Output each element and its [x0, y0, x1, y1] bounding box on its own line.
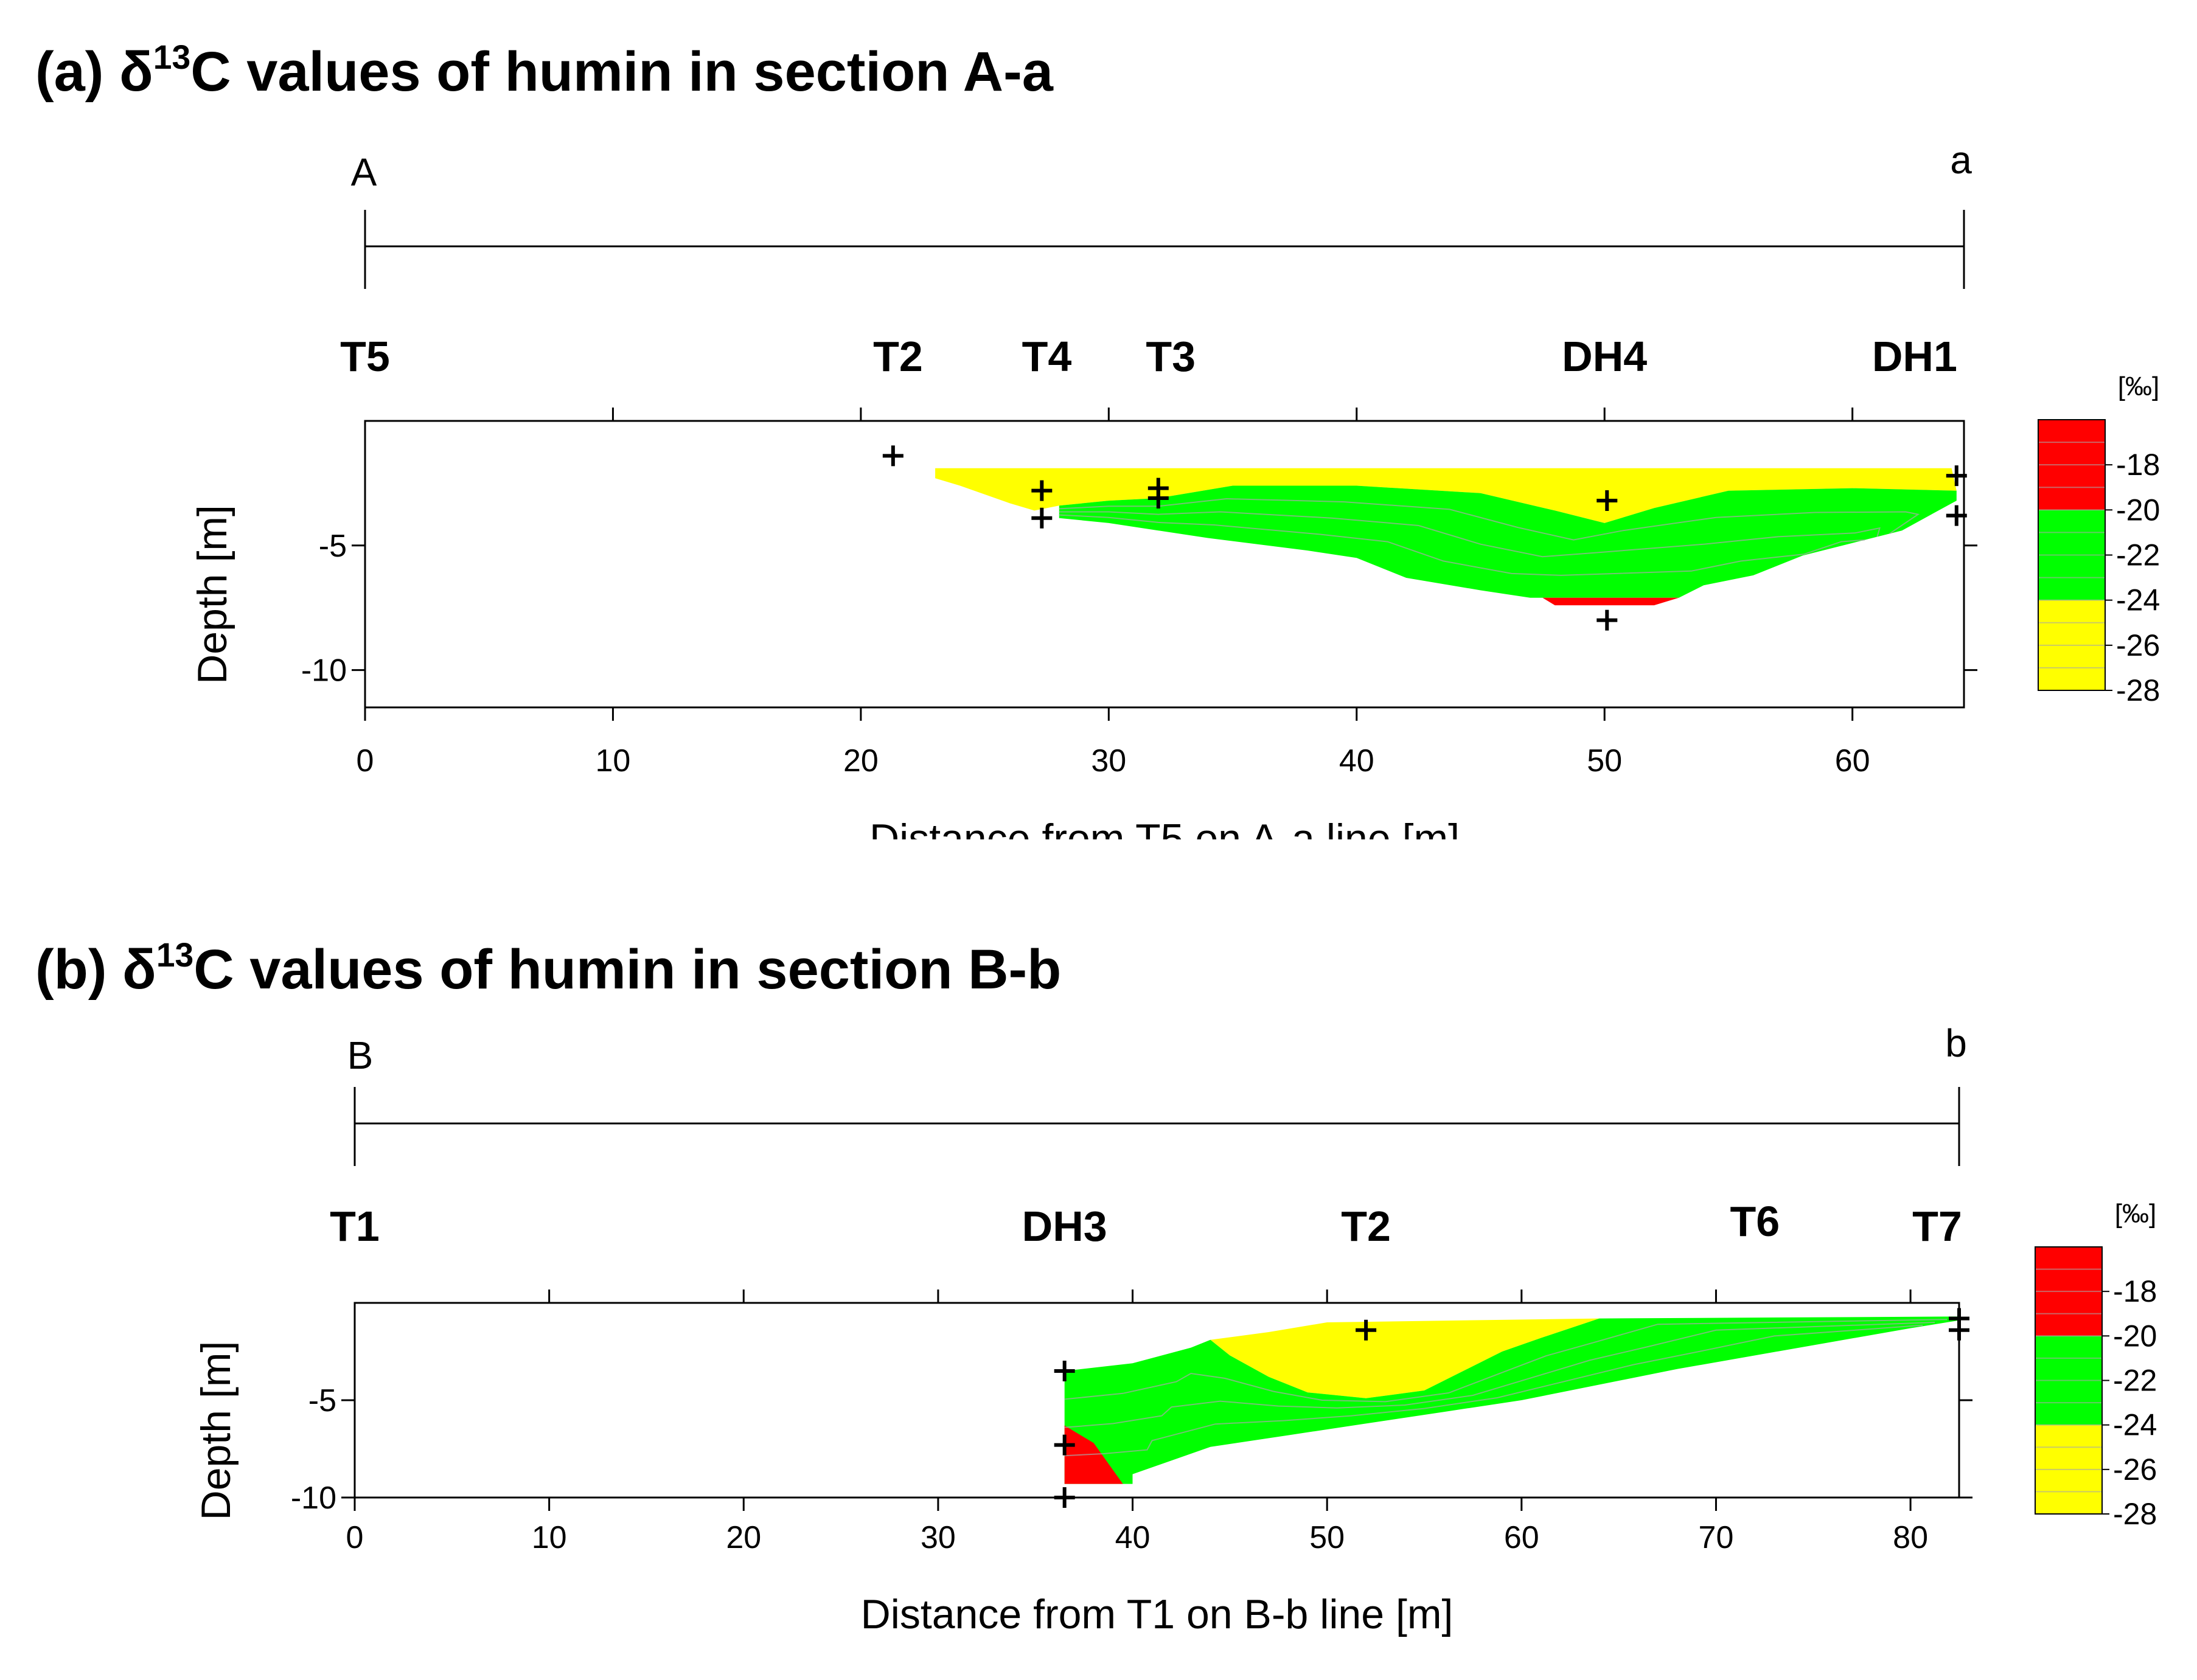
isoline	[1059, 498, 1920, 541]
sample-marker	[1946, 505, 1967, 526]
panel-a-title: (a) δ13C values of humin in section A-a	[35, 41, 1053, 103]
zone-green	[1064, 1316, 1959, 1484]
y-tick-label: -5	[319, 529, 347, 564]
colorbar-tick-label: -20	[2113, 1319, 2157, 1353]
borehole-label: DH1	[1872, 333, 1957, 380]
y-tick-label: -10	[291, 1480, 336, 1516]
colorbar-tick-label: -18	[2113, 1274, 2157, 1308]
isoline	[1059, 511, 1881, 558]
x-tick-label: 40	[1339, 743, 1374, 779]
isoline	[1064, 1322, 1935, 1428]
zone-green	[1059, 485, 1957, 598]
sample-marker	[1054, 1487, 1075, 1508]
panel-b-title-prefix: (b) δ	[35, 939, 156, 1001]
zone-red	[1542, 597, 1679, 606]
x-tick-label: 50	[1587, 743, 1622, 779]
x-tick-label: 20	[843, 743, 879, 779]
panel-a-title-suffix: C values of humin in section A-a	[190, 41, 1053, 103]
sample-marker	[1356, 1319, 1377, 1341]
sample-marker	[1946, 465, 1967, 487]
borehole-label: T4	[1022, 333, 1072, 380]
borehole-label: T7	[1912, 1203, 1962, 1250]
colorbar-unit: [‰]	[2118, 372, 2159, 401]
panel-b-title: (b) δ13C values of humin in section B-b	[35, 939, 1062, 1001]
zone-yellow	[1210, 1318, 1600, 1398]
x-tick-label: 10	[596, 743, 631, 779]
colorbar-tick-label: -24	[2113, 1408, 2157, 1442]
colorbar-tick-label: -28	[2113, 1497, 2157, 1531]
borehole-label: T1	[330, 1203, 380, 1250]
borehole-label: T6	[1730, 1198, 1780, 1245]
section-end-label: b	[1945, 1021, 1967, 1065]
x-tick-label: 20	[726, 1520, 761, 1555]
colorbar-unit: [‰]	[2115, 1199, 2156, 1229]
sample-marker	[1031, 507, 1053, 529]
x-tick-label: 70	[1699, 1520, 1734, 1555]
sample-marker	[1596, 609, 1618, 631]
isoline	[1064, 1324, 1923, 1457]
panel-b-title-suffix: C values of humin in section B-b	[193, 939, 1062, 1001]
borehole-label: T3	[1146, 333, 1196, 380]
x-tick-label: 60	[1504, 1520, 1539, 1555]
x-tick-label: 60	[1835, 743, 1870, 779]
y-tick-label: -5	[308, 1383, 336, 1418]
x-tick-label: 10	[532, 1520, 567, 1555]
panel-b-title-sup: 13	[156, 936, 194, 974]
y-axis-label: Depth [m]	[193, 1341, 239, 1521]
x-tick-label: 40	[1115, 1520, 1151, 1555]
x-tick-label: 50	[1309, 1520, 1345, 1555]
sample-marker	[1596, 490, 1618, 512]
panel-a-title-prefix: (a) δ	[35, 41, 153, 103]
plot-frame	[364, 420, 1965, 709]
sample-marker	[1031, 480, 1053, 501]
isoline	[1064, 1319, 1948, 1403]
y-tick-label: -10	[301, 653, 347, 689]
borehole-label: T5	[340, 333, 390, 380]
panel-a-title-sup: 13	[153, 38, 191, 77]
borehole-label: DH3	[1022, 1203, 1107, 1250]
colorbar-tick-label: -28	[2116, 673, 2160, 707]
section-start-label: A	[351, 150, 377, 194]
x-tick-label: 0	[346, 1520, 364, 1555]
isoline	[1059, 514, 1865, 576]
colorbar-tick-label: -24	[2116, 583, 2160, 617]
y-axis-label: Depth [m]	[189, 505, 235, 684]
colorbar-tick-label: -20	[2116, 493, 2160, 527]
colorbar-tick-label: -26	[2116, 628, 2160, 662]
section-start-label: B	[347, 1033, 374, 1077]
borehole-label: T2	[1341, 1203, 1391, 1250]
borehole-label: T2	[873, 333, 923, 380]
colorbar-tick-label: -22	[2113, 1364, 2157, 1398]
sample-marker	[882, 445, 904, 467]
colorbar-tick-label: -18	[2116, 448, 2160, 482]
colorbar-tick-label: -22	[2116, 538, 2160, 572]
colorbar-tick-label: -26	[2113, 1453, 2157, 1487]
sample-marker	[1147, 487, 1169, 509]
x-axis-label: Distance from T5 on A-a line [m]	[869, 816, 1460, 839]
zone-yellow	[935, 468, 1957, 523]
sample-marker	[1949, 1319, 1969, 1341]
borehole-label: DH4	[1562, 333, 1647, 380]
x-axis-label: Distance from T1 on B-b line [m]	[861, 1591, 1454, 1637]
x-tick-label: 80	[1893, 1520, 1928, 1555]
x-tick-label: 0	[357, 743, 374, 779]
x-tick-label: 30	[921, 1520, 956, 1555]
sample-marker	[1054, 1361, 1075, 1381]
section-end-label: a	[1950, 138, 1972, 182]
x-tick-label: 30	[1091, 743, 1126, 779]
sample-marker	[1054, 1434, 1075, 1456]
